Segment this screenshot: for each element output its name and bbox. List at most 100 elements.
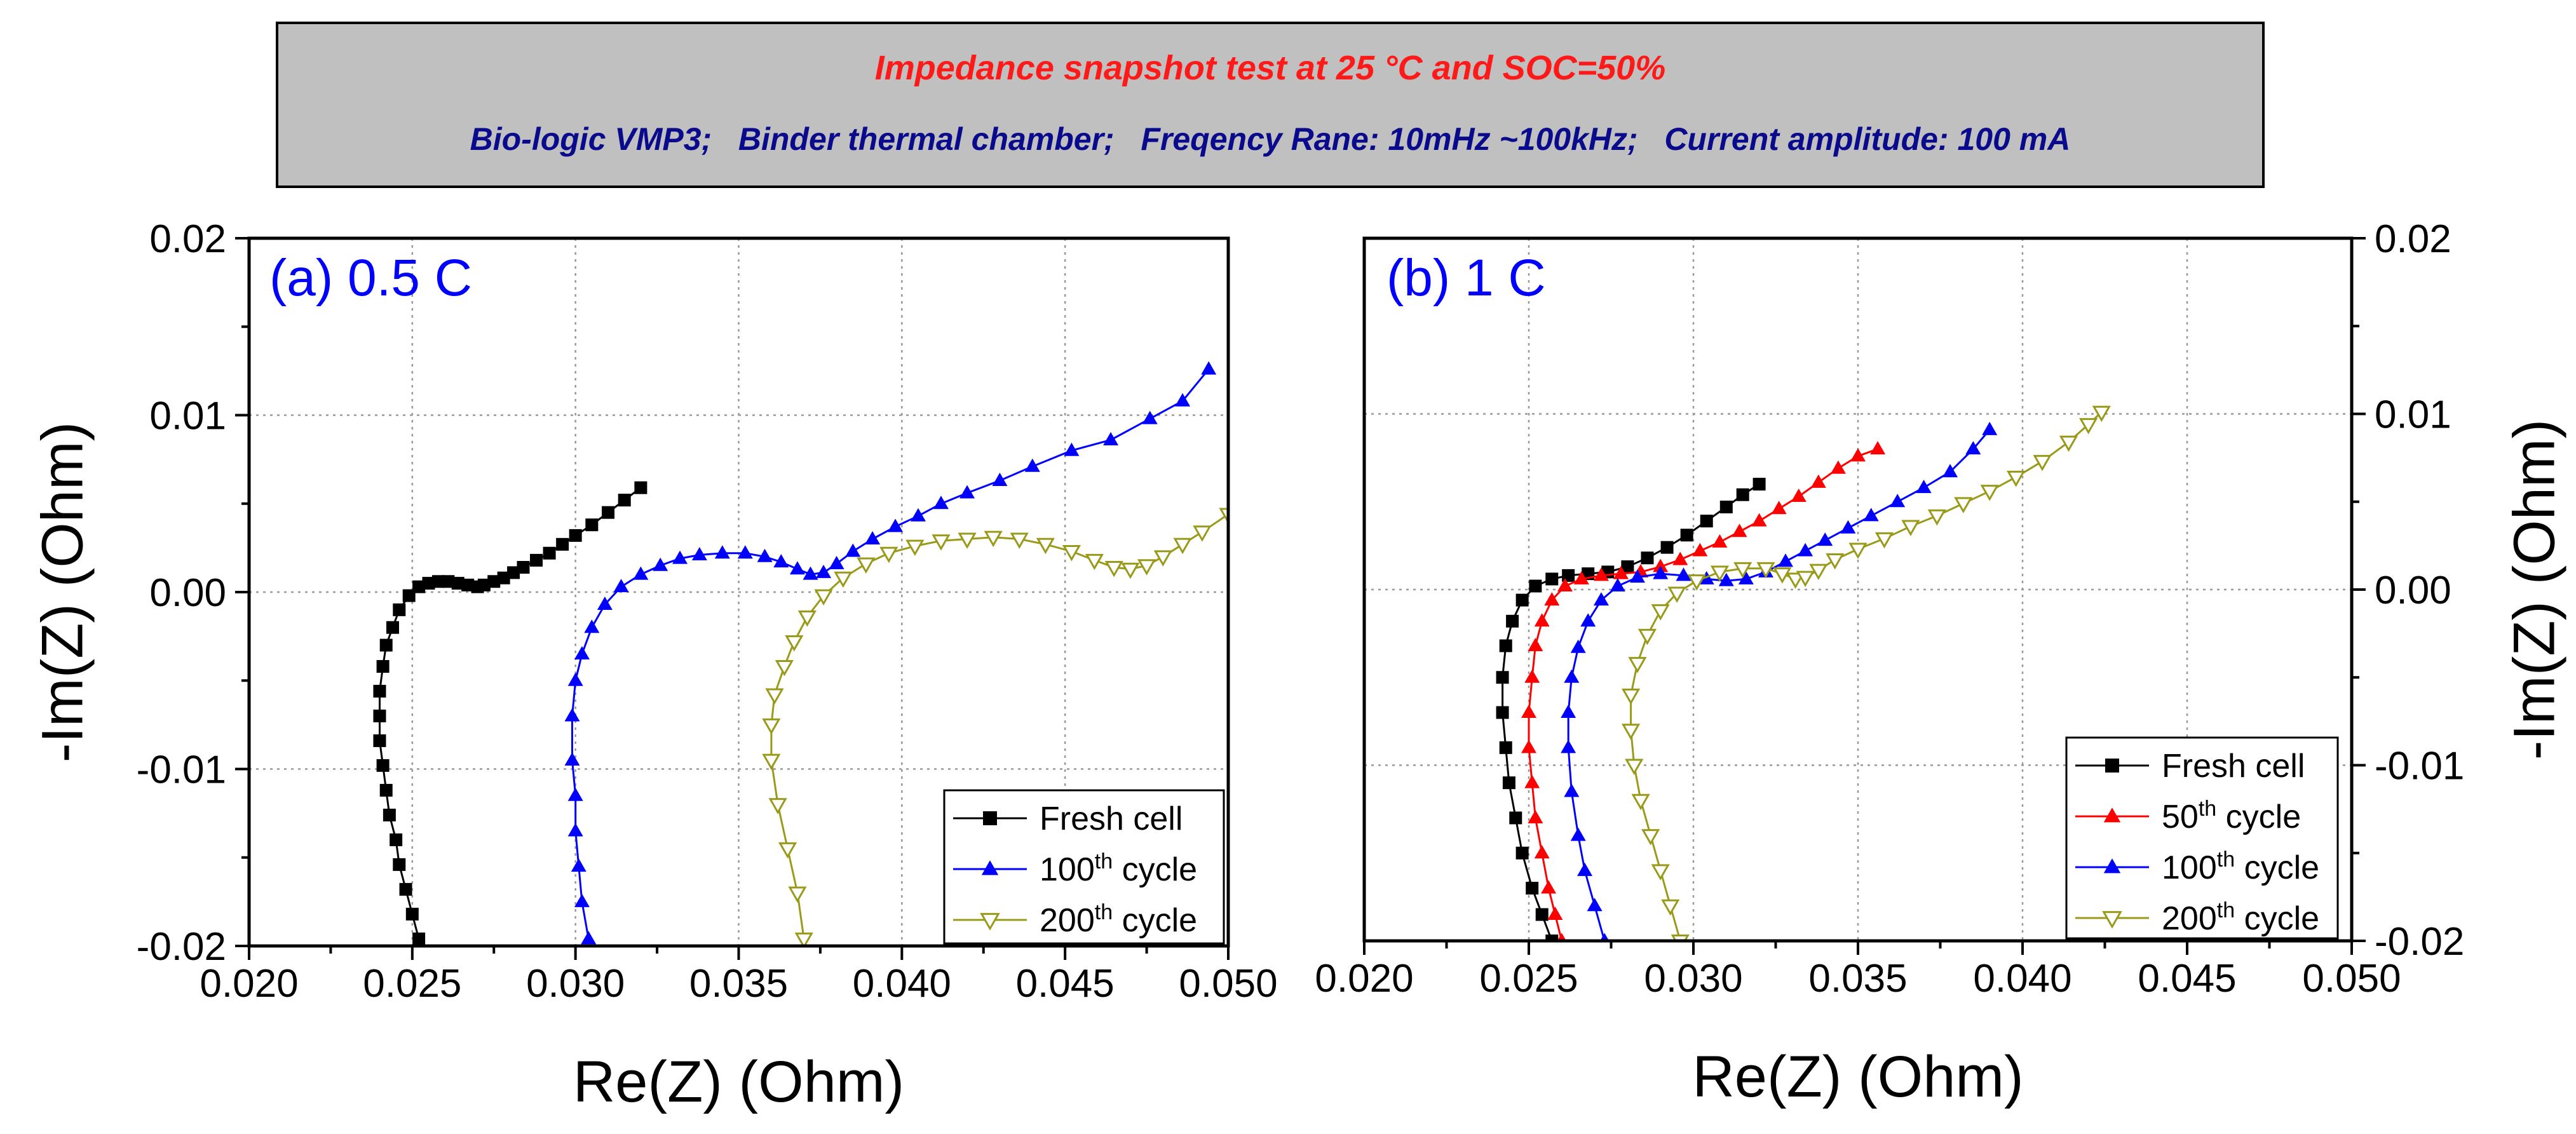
- data-point-square: [1700, 515, 1713, 528]
- data-point-open-triangle: [788, 886, 807, 903]
- data-point-square: [431, 575, 445, 588]
- data-point-triangle: [567, 672, 583, 686]
- data-point-triangle: [1712, 534, 1728, 548]
- data-point-open-triangle: [1796, 570, 1815, 588]
- data-point-triangle: [1817, 532, 1833, 546]
- data-point-triangle: [1570, 639, 1586, 653]
- data-point-triangle: [803, 566, 818, 580]
- data-point-square: [1660, 541, 1674, 554]
- data-point-open-triangle: [2079, 418, 2098, 435]
- data-point-triangle: [1751, 513, 1767, 527]
- data-point-triangle: [584, 619, 600, 633]
- y-tick-label: -0.02: [137, 925, 226, 969]
- data-point-triangle: [1561, 739, 1576, 753]
- data-point-triangle: [633, 566, 649, 580]
- data-point-triangle: [597, 596, 613, 610]
- series-fresh-cell: [373, 481, 647, 945]
- data-point-square: [393, 858, 406, 871]
- data-point-open-triangle: [1104, 561, 1123, 577]
- data-point-triangle: [757, 548, 773, 562]
- data-point-square: [373, 684, 386, 698]
- x-tick-label: 0.050: [2302, 957, 2401, 1001]
- data-point-triangle: [1965, 441, 1981, 455]
- plot-frame: [247, 236, 1230, 948]
- y-tick-label: 0.02: [2375, 217, 2451, 261]
- data-point-square: [1499, 639, 1512, 652]
- data-point-square: [1736, 488, 1749, 501]
- data-point-open-triangle: [1621, 724, 1641, 740]
- data-point-triangle: [1521, 705, 1536, 719]
- panel-a-chart: 0.020 0.025 0.030 0.035 0.040 0.045 0.050 -0.02…: [30, 217, 1277, 1114]
- data-point-triangle: [845, 543, 861, 557]
- data-point-triangle: [1840, 520, 1856, 534]
- data-point-open-triangle: [1641, 829, 1660, 846]
- data-point-triangle: [1201, 361, 1217, 375]
- data-point-triangle: [1982, 421, 1998, 435]
- data-point-open-triangle: [980, 913, 1000, 931]
- legend-label: Fresh cell: [1040, 800, 1183, 837]
- y-tick-label: 0.00: [2375, 569, 2451, 612]
- data-point-square: [487, 575, 501, 588]
- data-point-square: [379, 783, 393, 797]
- data-point-triangle: [574, 893, 590, 907]
- legend: Fresh cell 100th cycle 200th cycle: [943, 789, 1225, 945]
- data-point-open-triangle: [1219, 508, 1228, 524]
- data-point-triangle: [1544, 592, 1560, 606]
- data-point-triangle: [1561, 705, 1576, 719]
- data-point-triangle: [1613, 565, 1629, 579]
- data-point-square: [1515, 593, 1529, 607]
- data-point-triangle: [1557, 933, 1566, 941]
- data-point-triangle: [1521, 739, 1536, 753]
- data-point-triangle: [1534, 613, 1550, 627]
- data-point-open-triangle: [775, 659, 794, 677]
- data-point-square: [373, 734, 386, 747]
- data-point-triangle: [1175, 393, 1191, 407]
- data-point-triangle: [1629, 569, 1645, 583]
- data-point-open-triangle: [1927, 509, 1946, 526]
- data-point-triangle: [1587, 898, 1603, 912]
- data-point-square: [1502, 776, 1515, 790]
- data-point-open-triangle: [2102, 911, 2122, 929]
- data-point-triangle: [1810, 474, 1826, 488]
- data-point-triangle: [1064, 442, 1080, 456]
- plot-area: [373, 361, 1228, 946]
- data-point-square: [477, 578, 491, 591]
- data-point-triangle: [773, 554, 789, 568]
- panel-label: (a) 0.5 C: [269, 249, 472, 307]
- x-tick-label: 0.020: [1315, 957, 1413, 1001]
- data-point-square: [379, 638, 393, 652]
- data-point-square: [1545, 935, 1559, 941]
- data-point-square: [393, 603, 406, 616]
- data-point-triangle: [1653, 558, 1669, 572]
- data-point-square: [569, 529, 582, 542]
- data-point-triangle: [691, 547, 707, 561]
- data-point-square: [1529, 579, 1542, 593]
- data-point-square: [386, 621, 400, 634]
- data-point-open-triangle: [814, 589, 833, 606]
- data-point-open-triangle: [932, 534, 951, 551]
- data-point-triangle: [1599, 933, 1610, 941]
- y-tick-label: 0.01: [2375, 393, 2451, 437]
- data-point-open-triangle: [2007, 471, 2026, 487]
- data-point-triangle: [1142, 410, 1158, 424]
- data-point-triangle: [981, 860, 999, 875]
- data-point-open-triangle: [1809, 564, 1828, 581]
- data-point-open-triangle: [1621, 688, 1641, 705]
- header-banner: Impedance snapshot test at 25 °C and SOC…: [276, 22, 2265, 188]
- data-point-open-triangle: [984, 530, 1003, 548]
- legend: Fresh cell 50th cycle 100th cycle 200th cyc…: [2065, 736, 2339, 940]
- data-point-open-triangle: [1848, 543, 1868, 559]
- data-point-triangle: [829, 555, 844, 569]
- x-tick-label: 0.030: [526, 962, 625, 1006]
- legend-label: 100th cycle: [2162, 847, 2319, 886]
- data-point-triangle: [1564, 669, 1580, 683]
- data-point-triangle: [1528, 809, 1543, 823]
- grid-lines: [1364, 238, 2352, 941]
- data-point-square: [1562, 569, 1575, 582]
- data-point-square: [1515, 846, 1529, 860]
- data-point-triangle: [1830, 460, 1846, 474]
- data-point-triangle: [865, 530, 881, 544]
- data-point-triangle: [1732, 523, 1747, 537]
- data-point-triangle: [2103, 858, 2121, 874]
- data-point-triangle: [1738, 570, 1754, 584]
